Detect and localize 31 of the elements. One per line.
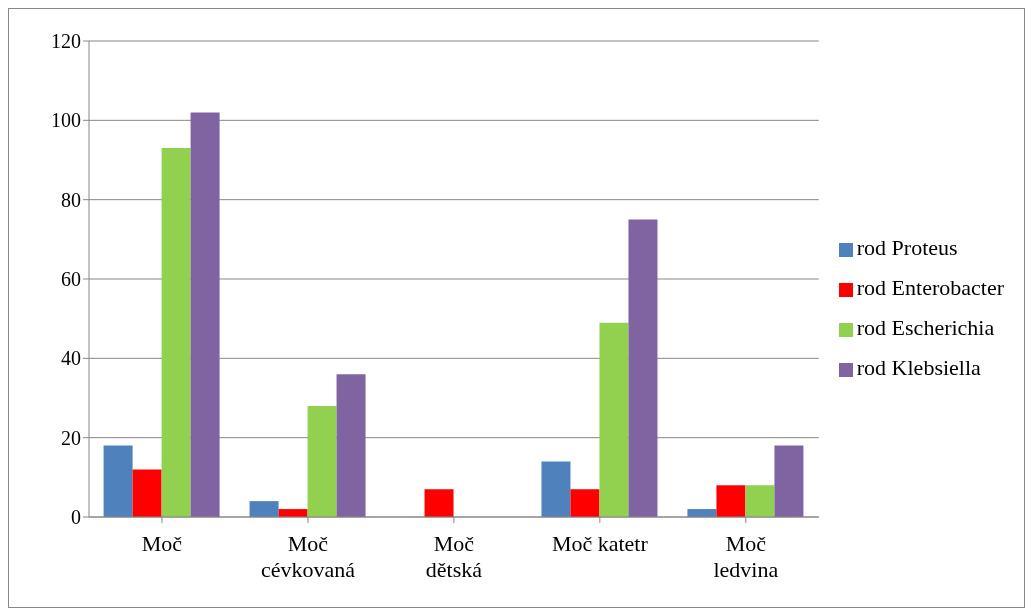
bar — [774, 445, 804, 517]
legend-label: rod Proteus — [856, 235, 958, 260]
legend-label: rod Enterobacter — [856, 275, 1004, 300]
bar — [161, 148, 191, 517]
x-tick-label: Moč — [141, 531, 183, 556]
bar — [570, 489, 600, 517]
bar — [249, 501, 279, 517]
y-tick-label: 100 — [51, 109, 81, 132]
y-tick-label: 40 — [61, 347, 81, 370]
legend-label: rod Klebsiella — [856, 355, 981, 380]
bar — [716, 485, 746, 517]
bar — [307, 405, 337, 517]
bar — [132, 469, 162, 517]
y-tick-label: 60 — [61, 268, 81, 291]
bar — [745, 485, 775, 517]
bar — [103, 445, 133, 517]
x-tick-label: Moč ledvina — [713, 531, 779, 582]
legend-label: rod Escherichia — [856, 315, 995, 340]
y-tick-label: 20 — [61, 426, 81, 449]
bar — [190, 112, 220, 517]
bar — [424, 489, 454, 517]
y-tick-label: 120 — [51, 30, 81, 53]
bar — [628, 219, 658, 517]
bar — [336, 374, 366, 517]
x-tick-label: Moč katetr — [551, 531, 649, 556]
bar — [599, 322, 629, 517]
x-tick-label: Moč cévkovaná — [260, 531, 356, 582]
bar — [541, 461, 571, 517]
x-tick-label: Moč dětská — [425, 531, 483, 582]
y-tick-label: 80 — [61, 188, 81, 211]
y-tick-label: 0 — [71, 506, 81, 529]
